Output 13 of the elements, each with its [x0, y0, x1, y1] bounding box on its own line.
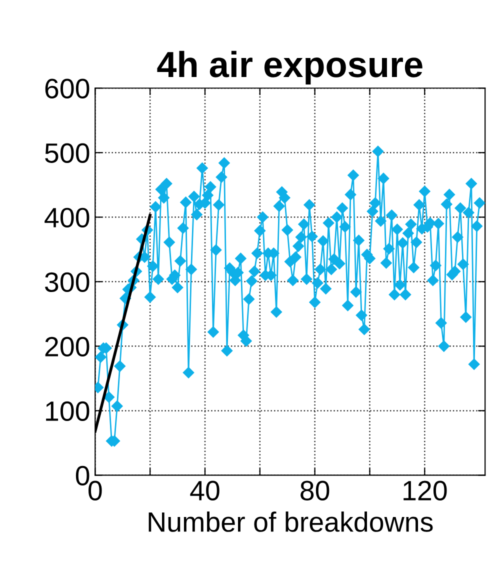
- y-tick-label: 0: [76, 466, 90, 486]
- y-tick-label: 200: [45, 336, 90, 357]
- chart-title: 4h air exposure: [157, 50, 422, 85]
- y-tick-label: 500: [45, 143, 90, 163]
- y-tick-label: 400: [44, 208, 90, 228]
- y-tick-label: 600: [45, 78, 90, 98]
- x-tick-label: 80: [300, 480, 330, 500]
- x-tick-label: 0: [88, 480, 102, 500]
- x-tick-label: 40: [190, 480, 220, 500]
- y-tick-label: 100: [46, 401, 90, 422]
- x-tick-label: 120: [404, 480, 447, 500]
- y-tick-label: 300: [45, 272, 90, 292]
- x-axis-title: Number of breakdowns: [148, 512, 433, 532]
